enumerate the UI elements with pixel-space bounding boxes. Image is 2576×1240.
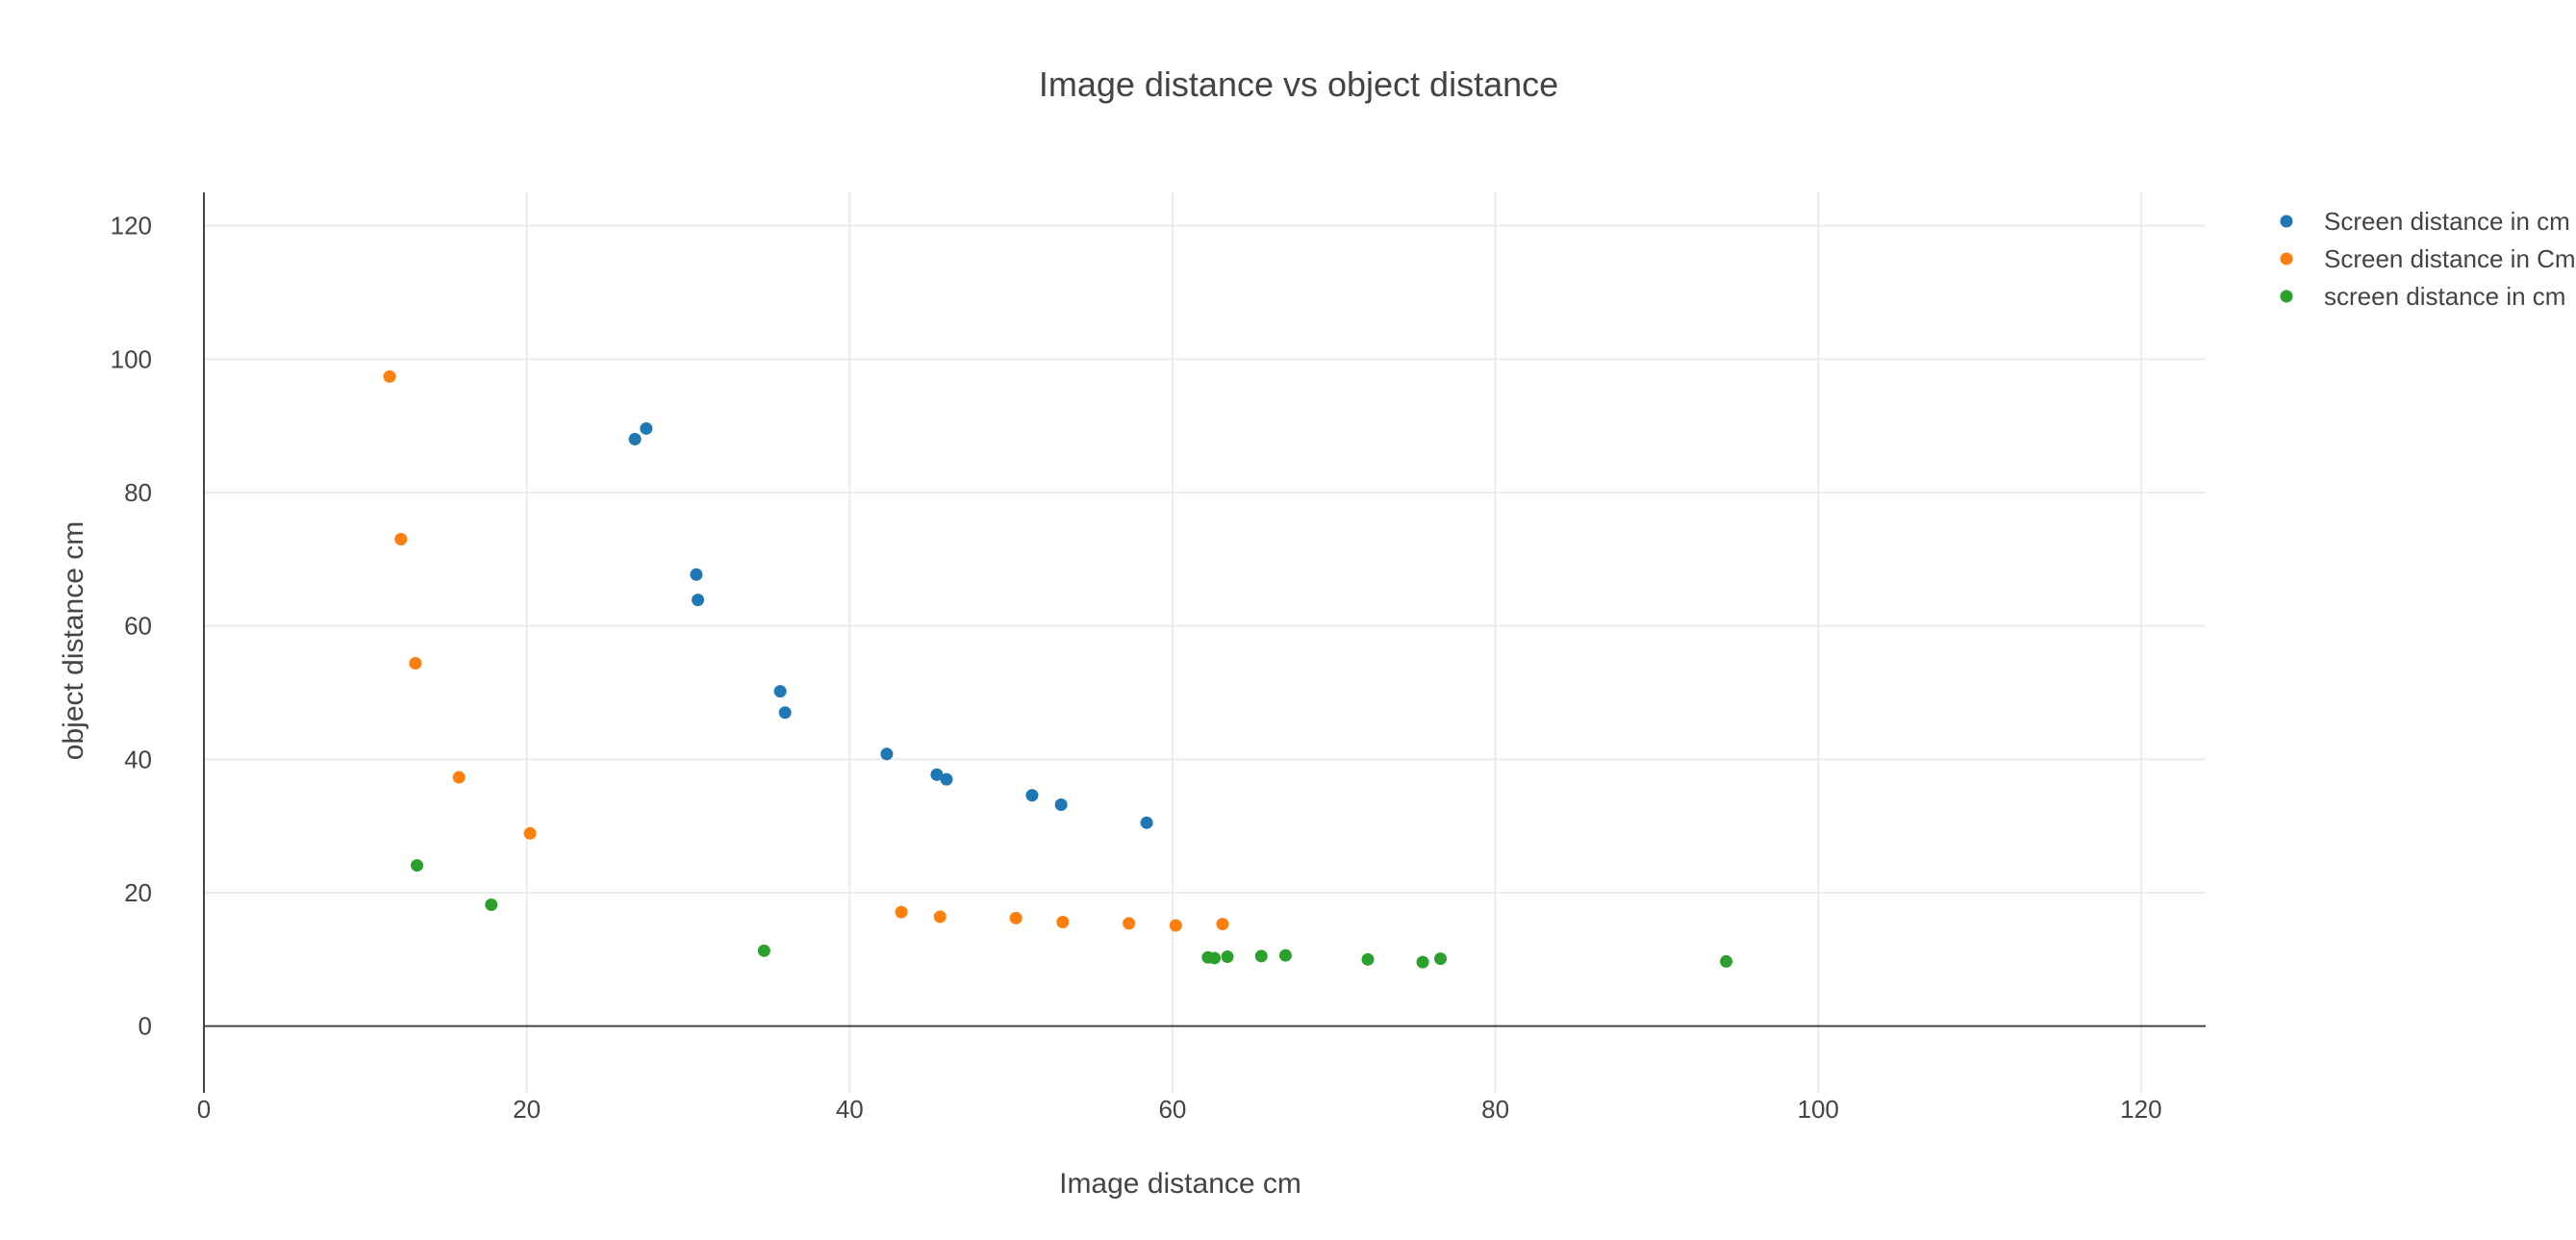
y-tick-label: 60 [124, 612, 152, 641]
data-point [485, 898, 498, 911]
data-point [778, 706, 792, 720]
y-tick-label: 40 [124, 745, 152, 773]
data-point [1416, 955, 1429, 969]
y-axis-title: object distance cm [58, 521, 89, 760]
data-point [1720, 954, 1733, 968]
data-point [1140, 816, 1153, 829]
data-point [409, 656, 422, 670]
data-point [895, 905, 908, 919]
x-tick-label: 100 [1798, 1095, 1839, 1124]
x-tick-label: 80 [1481, 1095, 1509, 1124]
y-tick-label: 120 [111, 212, 152, 240]
y-tick-label: 80 [124, 478, 152, 507]
y-tick-label: 20 [124, 878, 152, 907]
data-point [757, 944, 770, 957]
x-tick-label: 60 [1158, 1095, 1186, 1124]
data-point [394, 533, 408, 546]
data-point-layer [383, 369, 1733, 969]
x-tick-label: 20 [513, 1095, 541, 1124]
x-tick-label: 0 [197, 1095, 211, 1124]
data-point [1361, 952, 1375, 966]
legend-marker [2280, 290, 2293, 303]
legend-label: screen distance in cm [2324, 282, 2565, 311]
x-axis-title: Image distance cm [1059, 1168, 1301, 1200]
legend-label: Screen distance in cm [2324, 207, 2570, 236]
legend-label: Screen distance in Cm [2324, 244, 2576, 273]
data-point [1208, 951, 1222, 965]
tick-label-layer: 0 20 40 60 80 100 120 0 20 40 60 80 100 120 [111, 212, 2162, 1124]
data-point [1278, 949, 1292, 962]
data-point [628, 433, 642, 446]
data-point [1123, 917, 1136, 930]
legend-marker [2280, 252, 2293, 266]
data-point [773, 685, 787, 698]
y-tick-label: 100 [111, 344, 152, 373]
data-point [933, 910, 947, 924]
data-point [692, 594, 705, 607]
x-tick-label: 120 [2120, 1095, 2161, 1124]
y-tick-label: 0 [139, 1012, 152, 1041]
data-point [1221, 950, 1234, 964]
data-point [690, 568, 703, 581]
data-point [940, 772, 953, 786]
data-point [523, 826, 537, 840]
chart-title: Image distance vs object distance [1039, 64, 1558, 104]
data-point [1025, 789, 1039, 802]
data-point [383, 369, 396, 383]
axis-layer [203, 192, 2206, 1093]
data-point [1054, 797, 1068, 811]
data-point [1434, 952, 1448, 966]
data-point [1169, 919, 1182, 932]
legend: Screen distance in cm Screen distance in … [2280, 207, 2576, 311]
data-point [1009, 911, 1023, 924]
legend-marker [2280, 215, 2293, 228]
data-point [1056, 916, 1070, 929]
data-point [1216, 918, 1229, 931]
grid-layer [204, 192, 2206, 1093]
data-point [411, 859, 424, 873]
data-point [452, 771, 466, 784]
data-point [930, 768, 944, 781]
x-tick-label: 40 [836, 1095, 864, 1124]
data-point [640, 421, 653, 435]
data-point [880, 747, 894, 761]
data-point [1254, 949, 1268, 963]
